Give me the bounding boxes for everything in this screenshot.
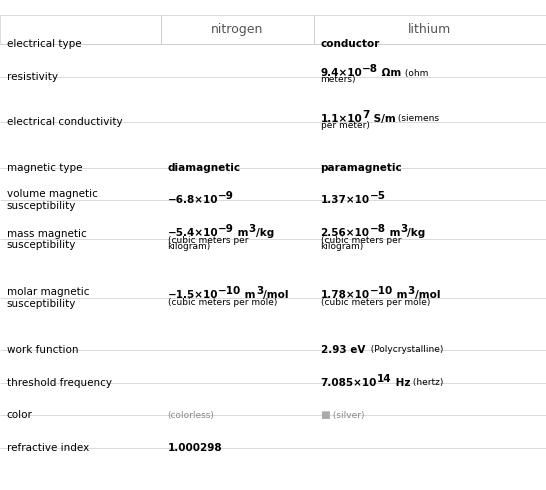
Text: (silver): (silver) <box>330 411 365 419</box>
Text: per meter): per meter) <box>321 121 370 130</box>
Text: −8: −8 <box>370 224 385 234</box>
Bar <box>314 15 546 44</box>
Text: meters): meters) <box>321 75 356 84</box>
Text: −8: −8 <box>362 65 378 74</box>
Text: 1.000298: 1.000298 <box>168 442 222 453</box>
Text: 7: 7 <box>362 110 370 120</box>
Text: −9: −9 <box>218 191 234 201</box>
Text: 3: 3 <box>248 224 256 234</box>
Text: electrical conductivity: electrical conductivity <box>7 117 122 127</box>
Bar <box>161 15 314 44</box>
Text: −9: −9 <box>218 224 234 234</box>
Text: 3: 3 <box>407 286 414 296</box>
Text: −10: −10 <box>218 286 241 296</box>
Text: /kg: /kg <box>256 228 274 238</box>
Text: m: m <box>393 290 407 300</box>
Text: /kg: /kg <box>407 228 425 238</box>
Text: volume magnetic
susceptibility: volume magnetic susceptibility <box>7 190 97 211</box>
Text: (cubic meters per: (cubic meters per <box>321 236 401 245</box>
Text: (colorless): (colorless) <box>168 411 215 419</box>
Text: (ohm: (ohm <box>401 69 428 78</box>
Text: lithium: lithium <box>408 23 452 36</box>
Text: 3: 3 <box>256 286 263 296</box>
Text: Ωm: Ωm <box>378 69 401 78</box>
Text: refractive index: refractive index <box>7 442 89 453</box>
Text: conductor: conductor <box>321 39 380 49</box>
Text: work function: work function <box>7 345 78 355</box>
Text: threshold frequency: threshold frequency <box>7 377 111 388</box>
Text: /mol: /mol <box>414 290 440 300</box>
Text: m: m <box>385 228 400 238</box>
Text: mass magnetic
susceptibility: mass magnetic susceptibility <box>7 228 86 250</box>
Text: 3: 3 <box>400 224 407 234</box>
Text: (cubic meters per mole): (cubic meters per mole) <box>168 298 277 307</box>
Text: color: color <box>7 410 32 420</box>
Text: (hertz): (hertz) <box>410 378 443 387</box>
Bar <box>0 15 161 44</box>
Text: 2.93 eV: 2.93 eV <box>321 345 365 355</box>
Text: 1.37×10: 1.37×10 <box>321 195 370 205</box>
Text: 1.1×10: 1.1×10 <box>321 114 362 124</box>
Text: diamagnetic: diamagnetic <box>168 163 241 172</box>
Text: molar magnetic
susceptibility: molar magnetic susceptibility <box>7 287 89 309</box>
Text: (cubic meters per: (cubic meters per <box>168 236 248 245</box>
Text: kilogram): kilogram) <box>321 243 364 251</box>
Text: −1.5×10: −1.5×10 <box>168 290 218 300</box>
Text: /mol: /mol <box>263 290 289 300</box>
Text: ■: ■ <box>321 410 330 420</box>
Text: S/m: S/m <box>370 114 395 124</box>
Text: (cubic meters per mole): (cubic meters per mole) <box>321 298 430 307</box>
Text: 1.78×10: 1.78×10 <box>321 290 370 300</box>
Text: −6.8×10: −6.8×10 <box>168 195 218 205</box>
Text: magnetic type: magnetic type <box>7 163 82 172</box>
Text: nitrogen: nitrogen <box>211 23 264 36</box>
Text: (siemens: (siemens <box>395 115 440 123</box>
Text: kilogram): kilogram) <box>168 243 211 251</box>
Text: −5.4×10: −5.4×10 <box>168 228 218 238</box>
Text: 2.56×10: 2.56×10 <box>321 228 370 238</box>
Text: 9.4×10: 9.4×10 <box>321 69 362 78</box>
Text: electrical type: electrical type <box>7 39 81 49</box>
Text: 7.085×10: 7.085×10 <box>321 377 377 388</box>
Text: paramagnetic: paramagnetic <box>321 163 402 172</box>
Text: m: m <box>241 290 256 300</box>
Text: resistivity: resistivity <box>7 72 57 81</box>
Text: Hz: Hz <box>391 377 410 388</box>
Text: 14: 14 <box>377 373 391 384</box>
Text: −5: −5 <box>370 191 385 201</box>
Text: (Polycrystalline): (Polycrystalline) <box>365 345 443 354</box>
Text: −10: −10 <box>370 286 393 296</box>
Text: m: m <box>234 228 248 238</box>
